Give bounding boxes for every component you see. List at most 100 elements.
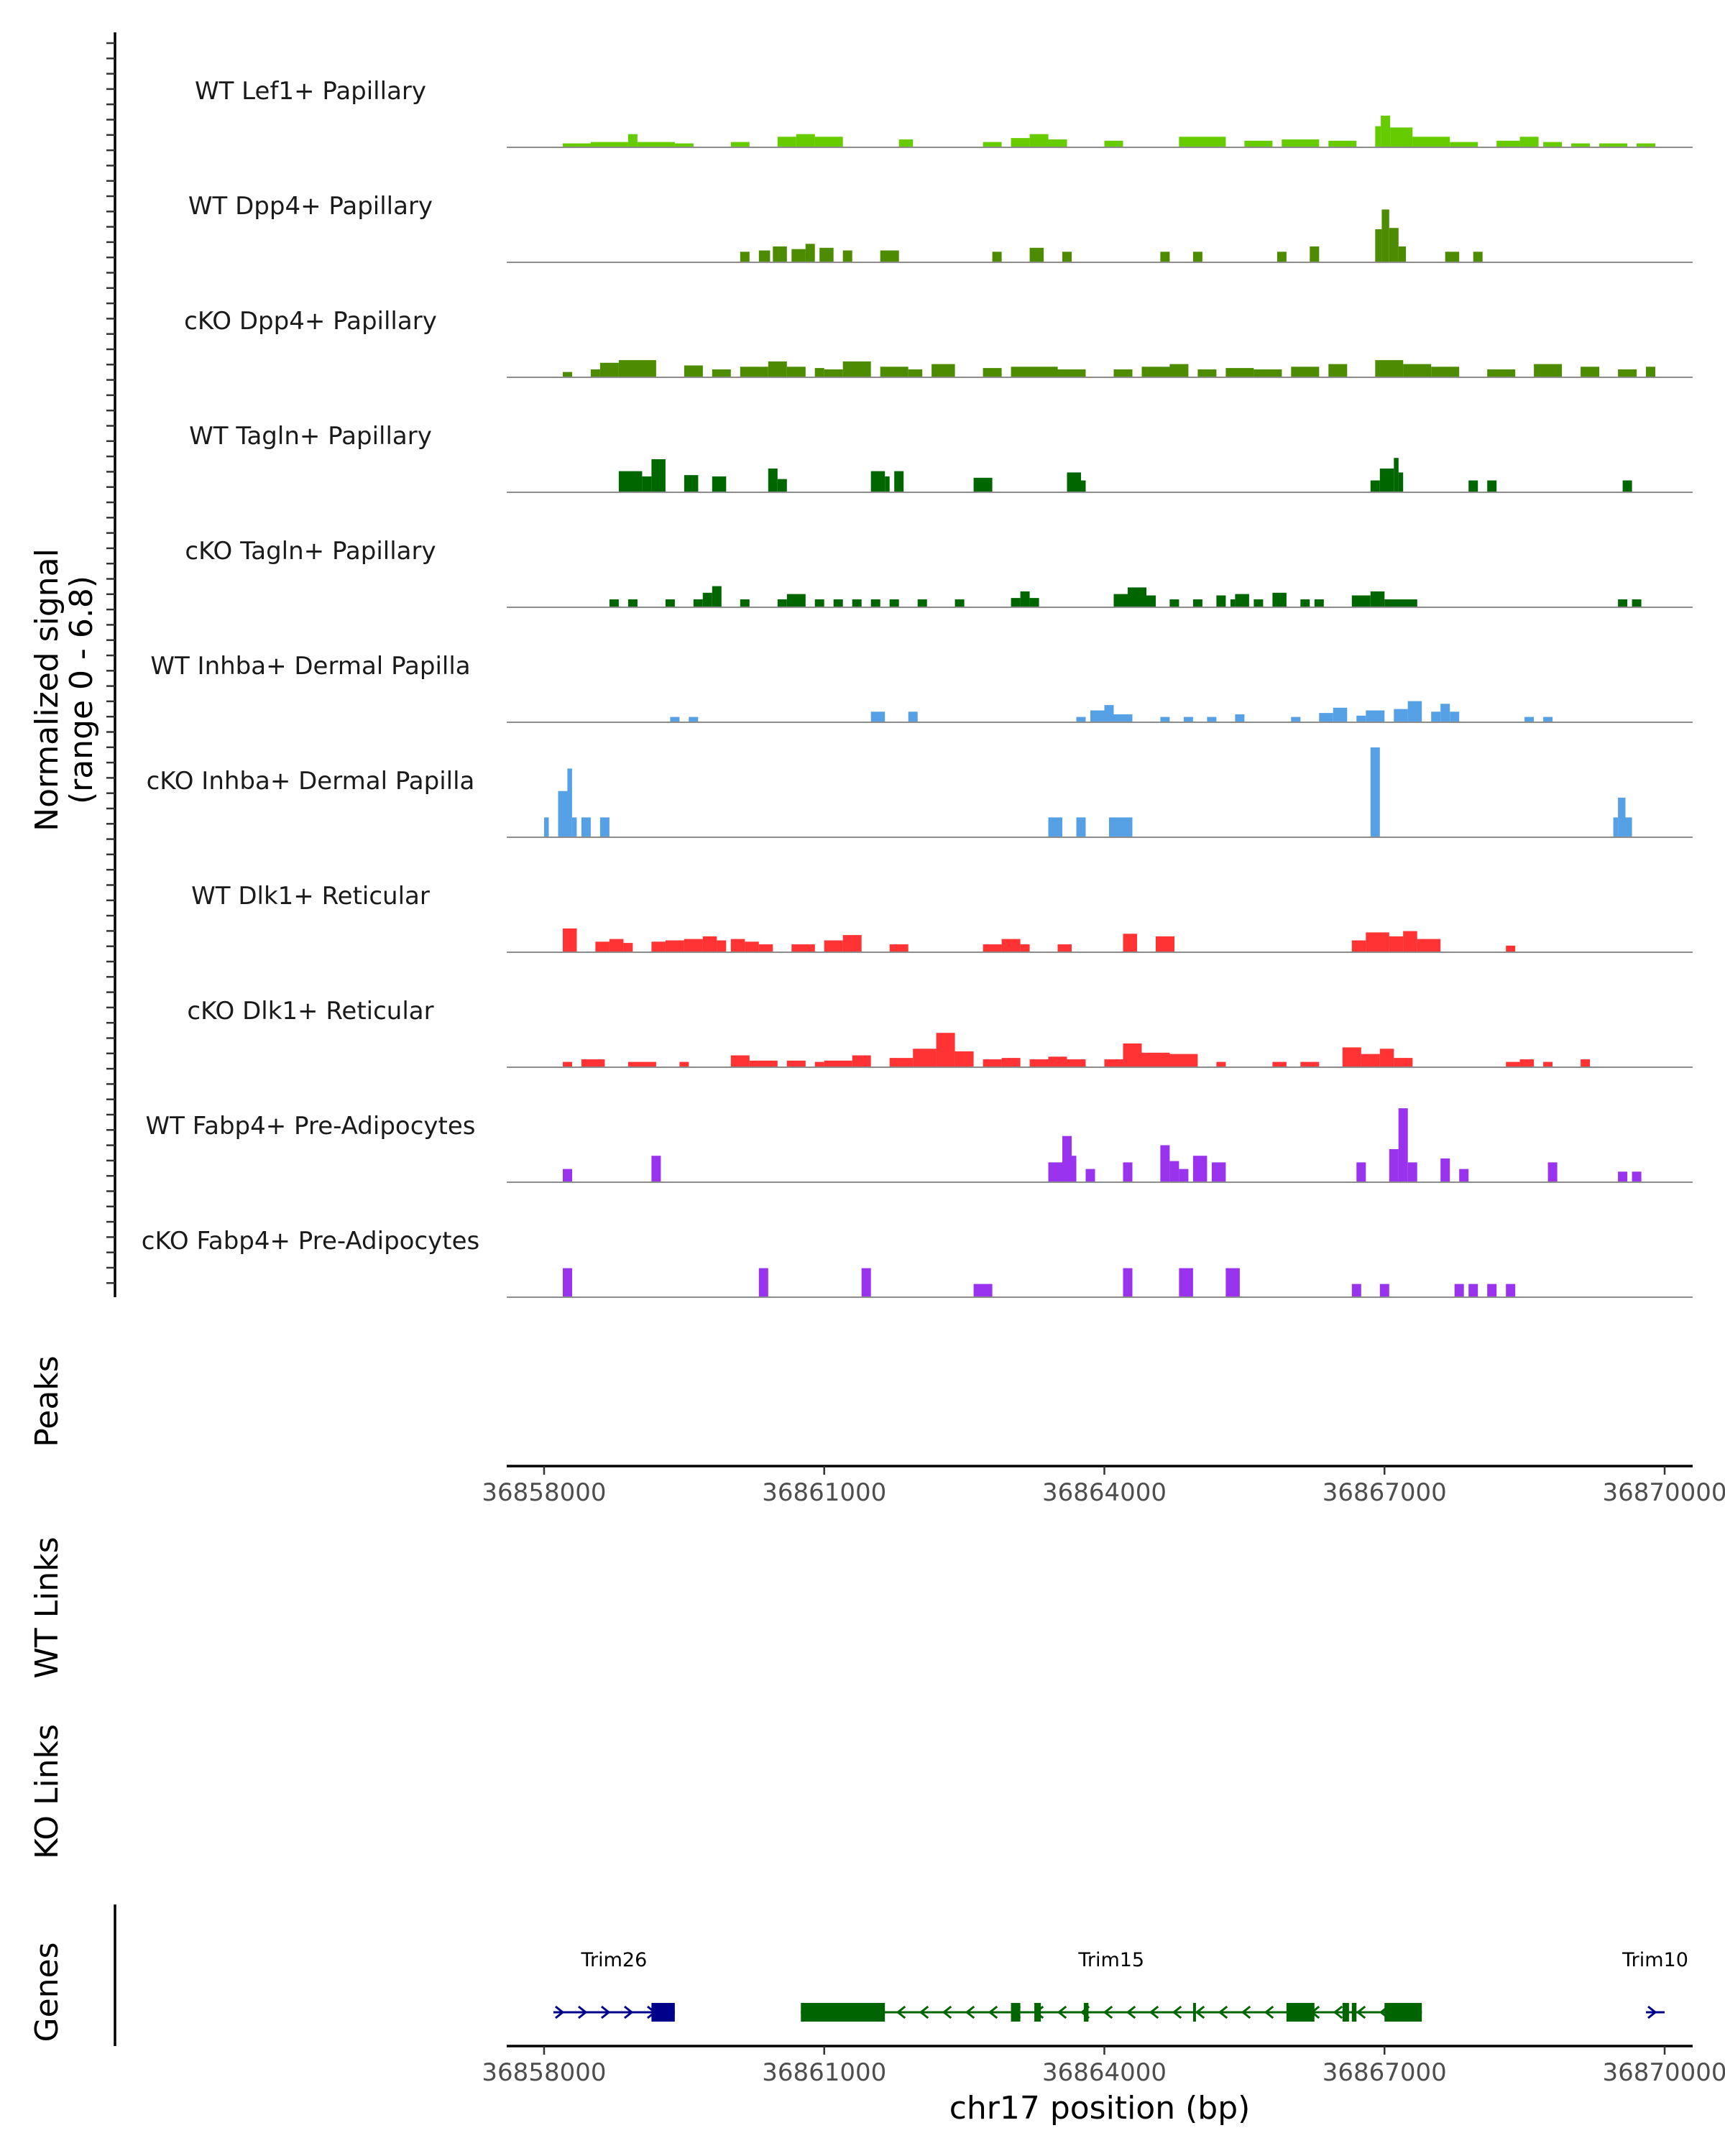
strand-arrow [555, 2005, 565, 2019]
signal-bar [1543, 142, 1563, 147]
signal-bar [1543, 717, 1553, 722]
signal-bar [1407, 1162, 1417, 1182]
signal-bar [1128, 587, 1146, 607]
signal-bar [740, 367, 768, 377]
track-label: WT Inhba+ Dermal Papilla [150, 652, 470, 681]
signal-bar [768, 468, 778, 492]
signal-bar [1300, 1061, 1320, 1067]
signal-bar [1104, 140, 1123, 147]
signal-bar [1366, 710, 1385, 722]
track-label: cKO Dlk1+ Reticular [187, 997, 433, 1026]
signal-bar [880, 367, 908, 377]
signal-bar [581, 1059, 605, 1067]
signal-y-title: Normalized signal [29, 548, 65, 831]
signal-bar [1412, 137, 1450, 147]
signal-bar [1496, 140, 1520, 147]
signal-bar [679, 1061, 689, 1067]
signal-bar [642, 476, 652, 492]
signal-bar [563, 928, 577, 952]
strand-arrow [988, 2005, 998, 2019]
signal-bar [1081, 480, 1086, 492]
signal-bar [1235, 714, 1245, 722]
signal-bar [913, 1049, 937, 1067]
signal-bar [1389, 1149, 1399, 1182]
signal-bar [1370, 591, 1385, 607]
signal-bar [1020, 944, 1030, 952]
signal-bar [917, 599, 927, 607]
signal-bar [595, 941, 610, 952]
signal-bar [571, 817, 577, 837]
strand-arrow [1647, 2005, 1657, 2019]
signal-bar [1351, 1284, 1361, 1297]
exon [651, 2003, 675, 2022]
signal-bar [1417, 939, 1441, 952]
track-10: WT Fabp4+ Pre-Adipocytes [146, 1108, 1693, 1183]
signal-bar [1160, 717, 1170, 722]
gene-models: Trim26 Trim15 Trim10 [553, 1949, 1688, 2022]
signal-bar [805, 244, 815, 262]
signal-bar [1067, 472, 1081, 492]
track-4: WT Tagln+ Papillary [189, 422, 1693, 493]
signal-bar [1230, 599, 1236, 607]
signal-bar [1011, 367, 1058, 377]
gene-trim10: Trim10 [1622, 1949, 1688, 2019]
signal-bar [932, 364, 955, 377]
signal-bar [1244, 140, 1273, 147]
signal-bar [1001, 1058, 1021, 1067]
signal-bar [1637, 143, 1655, 147]
signal-bar [1104, 705, 1114, 722]
signal-bar [1192, 252, 1202, 262]
genes-label: Genes [29, 1942, 65, 2042]
signal-bar [1356, 1162, 1366, 1182]
signal-bar [730, 1055, 750, 1067]
signal-bar [1342, 1047, 1361, 1067]
signal-bar [1011, 598, 1021, 607]
signal-bar [814, 599, 824, 607]
signal-bar [773, 246, 787, 262]
signal-bar [1328, 140, 1357, 147]
signal-bar [712, 586, 722, 607]
signal-bar [1310, 246, 1320, 262]
signal-bar [563, 1061, 572, 1067]
signal-bar [1618, 599, 1628, 607]
signal-bar [1276, 252, 1287, 262]
signal-bar [1328, 364, 1348, 377]
signal-bar [889, 1058, 914, 1067]
signal-bar [1192, 1156, 1208, 1182]
signal-bar [973, 1284, 993, 1297]
signal-bar [1048, 139, 1067, 147]
track-label: cKO Tagln+ Papillary [185, 537, 436, 566]
signal-bar [1057, 944, 1072, 952]
strand-arrow [1195, 2005, 1205, 2019]
strand-arrow [942, 2005, 952, 2019]
signal-bar [1160, 1145, 1170, 1182]
track-6: WT Inhba+ Dermal Papilla [150, 652, 1693, 723]
strand-arrow [919, 2005, 929, 2019]
signal-bar [1216, 595, 1226, 607]
genes-x-ticks: 36858000 36861000 36864000 36867000 36870000 [482, 2046, 1725, 2087]
signal-bar [1351, 940, 1366, 952]
signal-bar [1183, 717, 1193, 722]
wt-links-label: WT Links [29, 1537, 65, 1678]
strand-arrow [1333, 2005, 1343, 2019]
track-label: WT Dlk1+ Reticular [191, 882, 430, 911]
signal-bar [824, 1060, 852, 1067]
signal-bar [693, 599, 703, 607]
signal-bar [1632, 599, 1642, 607]
strand-arrow [624, 2005, 634, 2019]
signal-bar [1113, 369, 1133, 377]
strand-arrow [965, 2005, 975, 2019]
signal-bar [1123, 1162, 1133, 1182]
signal-bar [1487, 480, 1497, 492]
signal-bar [1403, 931, 1417, 952]
signal-bar [796, 134, 815, 147]
signal-bar [1547, 1162, 1558, 1182]
signal-bar [1207, 717, 1217, 722]
signal-bar [627, 134, 638, 147]
signal-bar [777, 479, 787, 492]
signal-bar [885, 476, 890, 492]
signal-bar [599, 817, 610, 837]
signal-bar [814, 368, 824, 377]
signal-bar [1398, 472, 1404, 492]
signal-bar [684, 939, 703, 952]
